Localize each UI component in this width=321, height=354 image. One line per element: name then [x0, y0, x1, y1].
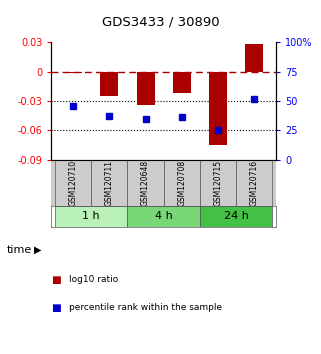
- Bar: [55, 160, 91, 206]
- Text: GSM120710: GSM120710: [69, 160, 78, 206]
- Text: time: time: [6, 245, 32, 255]
- Text: GSM120716: GSM120716: [250, 160, 259, 206]
- Bar: [91, 160, 127, 206]
- Text: GSM120715: GSM120715: [213, 160, 222, 206]
- Text: GSM120708: GSM120708: [177, 160, 186, 206]
- Bar: [236, 160, 273, 206]
- Text: ▶: ▶: [34, 245, 41, 255]
- Text: ■: ■: [51, 303, 61, 313]
- Bar: [164, 160, 200, 206]
- Bar: [245, 45, 263, 72]
- Bar: [127, 160, 164, 206]
- Text: percentile rank within the sample: percentile rank within the sample: [69, 303, 222, 313]
- Text: 24 h: 24 h: [224, 211, 249, 222]
- Bar: [55, 206, 127, 227]
- Text: ■: ■: [51, 275, 61, 285]
- Text: GDS3433 / 30890: GDS3433 / 30890: [102, 15, 219, 28]
- Bar: [209, 72, 227, 145]
- Text: 4 h: 4 h: [155, 211, 173, 222]
- Bar: [200, 160, 236, 206]
- Bar: [127, 206, 200, 227]
- Text: 1 h: 1 h: [82, 211, 100, 222]
- Bar: [100, 72, 118, 96]
- Bar: [173, 72, 191, 93]
- Text: GSM120711: GSM120711: [105, 160, 114, 206]
- Bar: [200, 206, 273, 227]
- Text: GSM120648: GSM120648: [141, 160, 150, 206]
- Bar: [136, 72, 155, 105]
- Bar: [64, 72, 82, 73]
- Text: log10 ratio: log10 ratio: [69, 275, 118, 284]
